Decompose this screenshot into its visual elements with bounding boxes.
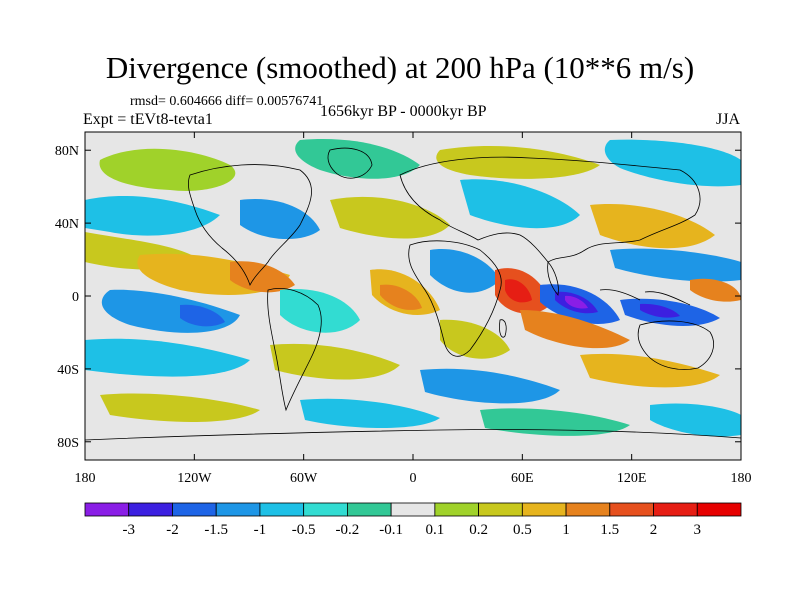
colorbar-label: 0.1: [425, 522, 444, 538]
colorbar-swatch: [696, 502, 742, 517]
coast-south-america: [267, 288, 322, 412]
map-title: Divergence (smoothed) at 200 hPa (10**6 …: [105, 50, 695, 85]
field-patch: [295, 139, 420, 179]
colorbar-swatch: [128, 502, 173, 517]
lat-tick-label: 80S: [57, 436, 79, 451]
colorbar-label: -3: [122, 522, 135, 538]
field-patch: [505, 279, 532, 303]
lon-tick-label: 60W: [290, 471, 318, 486]
lon-tick-label: 120E: [617, 471, 647, 486]
field-patch: [604, 139, 741, 187]
field-patch: [440, 319, 510, 359]
lat-tick-label: 0: [72, 290, 79, 305]
field-patch: [240, 199, 320, 240]
coast-madagascar: [499, 319, 507, 338]
field-patch: [230, 261, 295, 293]
field-patch: [640, 303, 680, 318]
colorbar-swatch: [259, 502, 305, 517]
field-patch: [460, 179, 580, 229]
lat-tick-label: 40N: [55, 217, 79, 232]
coast-antarctica: [85, 429, 741, 441]
colorbar-swatch: [390, 502, 436, 517]
field-patch: [420, 368, 560, 404]
field-patch: [590, 204, 715, 249]
coast-north-america: [187, 164, 312, 287]
coast-eurasia: [399, 156, 701, 263]
colorbar-label: 1.5: [600, 522, 619, 538]
coast-greenland: [327, 147, 373, 179]
field-patch: [520, 310, 630, 349]
colorbar-label: 0.2: [469, 522, 488, 538]
lon-tick-label: 60E: [511, 471, 534, 486]
colorbar-label: -0.5: [292, 522, 316, 538]
colorbar-swatch: [434, 502, 480, 517]
colorbar-swatch: [521, 502, 567, 517]
colorbar-swatch: [478, 502, 523, 517]
colorbar-swatch: [346, 502, 392, 517]
colorbar-label: 0.5: [513, 522, 532, 538]
colorbar-label: -2: [166, 522, 179, 538]
lon-tick-label: 180: [731, 471, 752, 486]
lon-tick-label: 180: [75, 471, 96, 486]
colorbar-label: 1: [562, 522, 570, 538]
colorbar-label: -1: [254, 522, 267, 538]
field-patch: [380, 284, 422, 310]
field-patch: [85, 195, 220, 236]
coast-australia: [637, 320, 714, 370]
experiment-label: Expt = tEVt8-tevta1: [83, 111, 213, 128]
divergence-field: [85, 139, 741, 437]
field-patch: [610, 248, 741, 282]
coastlines: [85, 147, 741, 441]
field-patch: [565, 295, 588, 309]
colorbar-swatch: [303, 502, 348, 517]
colorbar-label: -0.2: [336, 522, 360, 538]
lon-tick-label: 0: [410, 471, 417, 486]
season-label: JJA: [716, 111, 741, 128]
field-patch: [580, 353, 720, 388]
lon-tick-label: 120W: [177, 471, 212, 486]
field-patch: [650, 403, 741, 437]
coast-india: [547, 261, 559, 296]
field-patch: [270, 343, 400, 380]
stats-label: rmsd= 0.604666 diff= 0.00576741: [130, 94, 324, 109]
lat-tick-label: 40S: [57, 363, 79, 378]
field-patch: [100, 393, 260, 422]
period-label: 1656kyr BP - 0000kyr BP: [320, 103, 487, 120]
colorbar-swatch: [609, 502, 654, 517]
field-patch: [430, 249, 500, 293]
colorbar-swatch: [653, 502, 698, 517]
coast-africa: [408, 240, 502, 357]
field-patch: [180, 304, 225, 327]
colorbar-swatch: [84, 502, 130, 517]
colorbar-swatch: [565, 502, 611, 517]
coast-maritime: [599, 289, 691, 306]
field-patch: [436, 145, 600, 179]
field-patch: [300, 398, 440, 428]
colorbar-swatch: [215, 502, 261, 517]
field-patch: [85, 338, 250, 377]
colorbar-label: -0.1: [379, 522, 403, 538]
colorbar: -3 -2 -1.5 -1 -0.5 -0.2 -0.1 0.1 0.2 0.5 1 1.5 2 3: [84, 502, 742, 538]
field-patch: [99, 148, 236, 191]
lat-tick-label: 80N: [55, 144, 79, 159]
colorbar-swatch: [172, 502, 217, 517]
field-patch: [480, 408, 630, 436]
colorbar-label: 2: [650, 522, 658, 538]
longitude-axis: 180 120W 60W 0 60E 120E 180: [75, 132, 752, 486]
latitude-axis: 80N 40N 0 40S 80S: [55, 144, 741, 451]
colorbar-label: -1.5: [204, 522, 228, 538]
colorbar-label: 3: [694, 522, 702, 538]
field-patch: [690, 278, 741, 302]
